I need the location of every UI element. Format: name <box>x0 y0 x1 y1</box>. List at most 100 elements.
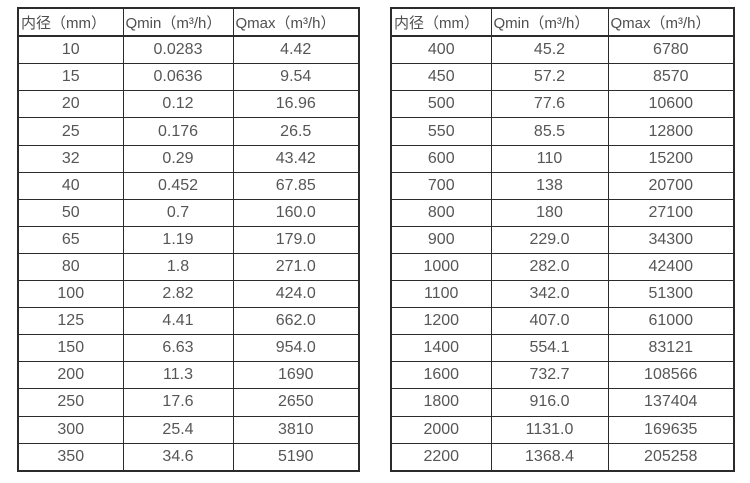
diameter-cell: 2000 <box>390 415 492 444</box>
diameter-cell: 250 <box>17 388 124 417</box>
diameter-cell: 20 <box>17 90 124 119</box>
diameter-cell: 900 <box>390 225 492 254</box>
qmin-cell: 554.1 <box>490 334 609 363</box>
qmax-cell: 271.0 <box>232 252 360 282</box>
table-row: 80 1.8 271.0 <box>17 252 360 282</box>
table-row: 15 0.0636 9.54 <box>17 63 360 92</box>
table-row: 100 2.82 424.0 <box>17 280 360 309</box>
table-row: 2000 1131.0 169635 <box>390 415 735 444</box>
qmin-cell: 229.0 <box>490 225 609 254</box>
qmax-cell: 137404 <box>607 388 735 417</box>
qmin-cell: 0.7 <box>122 198 234 227</box>
diameter-cell: 50 <box>17 198 124 227</box>
qmax-cell: 205258 <box>607 442 735 472</box>
qmax-cell: 12800 <box>607 117 735 146</box>
qmax-cell: 3810 <box>232 415 360 444</box>
table-row: 1200 407.0 61000 <box>390 307 735 336</box>
qmin-cell: 17.6 <box>122 388 234 417</box>
diameter-header: 内径（mm） <box>17 7 124 37</box>
qmax-cell: 51300 <box>607 280 735 309</box>
qmax-cell: 2650 <box>232 388 360 417</box>
qmin-cell: 0.176 <box>122 117 234 146</box>
qmin-cell: 4.41 <box>122 307 234 336</box>
qmin-cell: 11.3 <box>122 361 234 390</box>
table-row: 125 4.41 662.0 <box>17 307 360 336</box>
qmax-cell: 34300 <box>607 225 735 254</box>
qmin-cell: 342.0 <box>490 280 609 309</box>
qmin-cell: 1131.0 <box>490 415 609 444</box>
table-row: 1600 732.7 108566 <box>390 361 735 390</box>
qmin-cell: 25.4 <box>122 415 234 444</box>
table-row: 1800 916.0 137404 <box>390 388 735 417</box>
qmax-cell: 179.0 <box>232 225 360 254</box>
diameter-cell: 125 <box>17 307 124 336</box>
qmax-cell: 15200 <box>607 144 735 173</box>
large-diameter-flow-table: 内径（mm） Qmin（m³/h） Qmax（m³/h） 400 45.2 6780 45… <box>390 7 735 472</box>
diameter-cell: 400 <box>390 35 492 65</box>
diameter-cell: 1400 <box>390 334 492 363</box>
table-row: 1400 554.1 83121 <box>390 334 735 363</box>
qmax-cell: 61000 <box>607 307 735 336</box>
qmax-cell: 67.85 <box>232 171 360 200</box>
qmin-cell: 732.7 <box>490 361 609 390</box>
qmax-header: Qmax（m³/h） <box>232 7 360 37</box>
table-row: 150 6.63 954.0 <box>17 334 360 363</box>
header-row: 内径（mm） Qmin（m³/h） Qmax（m³/h） <box>17 7 360 37</box>
diameter-cell: 10 <box>17 35 124 65</box>
table-row: 50 0.7 160.0 <box>17 198 360 227</box>
diameter-cell: 100 <box>17 280 124 309</box>
table-header: 内径（mm） Qmin（m³/h） Qmax（m³/h） <box>390 7 735 37</box>
table-row: 600 110 15200 <box>390 144 735 173</box>
table-row: 20 0.12 16.96 <box>17 90 360 119</box>
diameter-cell: 450 <box>390 63 492 92</box>
diameter-cell: 32 <box>17 144 124 173</box>
table-row: 25 0.176 26.5 <box>17 117 360 146</box>
diameter-cell: 550 <box>390 117 492 146</box>
diameter-cell: 350 <box>17 442 124 472</box>
qmax-header: Qmax（m³/h） <box>607 7 735 37</box>
table-row: 550 85.5 12800 <box>390 117 735 146</box>
large-diameter-table-container: 内径（mm） Qmin（m³/h） Qmax（m³/h） 400 45.2 6780 45… <box>390 7 735 472</box>
diameter-cell: 1600 <box>390 361 492 390</box>
qmax-cell: 16.96 <box>232 90 360 119</box>
qmax-cell: 83121 <box>607 334 735 363</box>
table-row: 250 17.6 2650 <box>17 388 360 417</box>
qmin-cell: 57.2 <box>490 63 609 92</box>
qmin-cell: 0.452 <box>122 171 234 200</box>
qmin-cell: 282.0 <box>490 252 609 282</box>
qmin-cell: 110 <box>490 144 609 173</box>
qmin-header: Qmin（m³/h） <box>490 7 609 37</box>
qmax-cell: 26.5 <box>232 117 360 146</box>
table-row: 450 57.2 8570 <box>390 63 735 92</box>
qmin-cell: 45.2 <box>490 35 609 65</box>
table-row: 900 229.0 34300 <box>390 225 735 254</box>
qmin-cell: 77.6 <box>490 90 609 119</box>
qmin-header: Qmin（m³/h） <box>122 7 234 37</box>
table-row: 800 180 27100 <box>390 198 735 227</box>
qmin-cell: 6.63 <box>122 334 234 363</box>
qmax-cell: 1690 <box>232 361 360 390</box>
qmax-cell: 662.0 <box>232 307 360 336</box>
qmin-cell: 0.29 <box>122 144 234 173</box>
qmin-cell: 85.5 <box>490 117 609 146</box>
diameter-cell: 2200 <box>390 442 492 472</box>
qmin-cell: 0.0283 <box>122 35 234 65</box>
qmax-cell: 954.0 <box>232 334 360 363</box>
diameter-cell: 800 <box>390 198 492 227</box>
table-row: 400 45.2 6780 <box>390 35 735 65</box>
diameter-cell: 1100 <box>390 280 492 309</box>
small-diameter-flow-table: 内径（mm） Qmin（m³/h） Qmax（m³/h） 10 0.0283 4.42 1… <box>17 7 360 472</box>
diameter-cell: 600 <box>390 144 492 173</box>
qmax-cell: 42400 <box>607 252 735 282</box>
table-row: 1000 282.0 42400 <box>390 252 735 282</box>
qmin-cell: 34.6 <box>122 442 234 472</box>
table-row: 40 0.452 67.85 <box>17 171 360 200</box>
qmin-cell: 916.0 <box>490 388 609 417</box>
qmin-cell: 138 <box>490 171 609 200</box>
diameter-cell: 1200 <box>390 307 492 336</box>
table-row: 10 0.0283 4.42 <box>17 35 360 65</box>
table-body: 400 45.2 6780 450 57.2 8570 500 77.6 10600 550 85.… <box>390 35 735 472</box>
qmax-cell: 160.0 <box>232 198 360 227</box>
qmin-cell: 1.19 <box>122 225 234 254</box>
